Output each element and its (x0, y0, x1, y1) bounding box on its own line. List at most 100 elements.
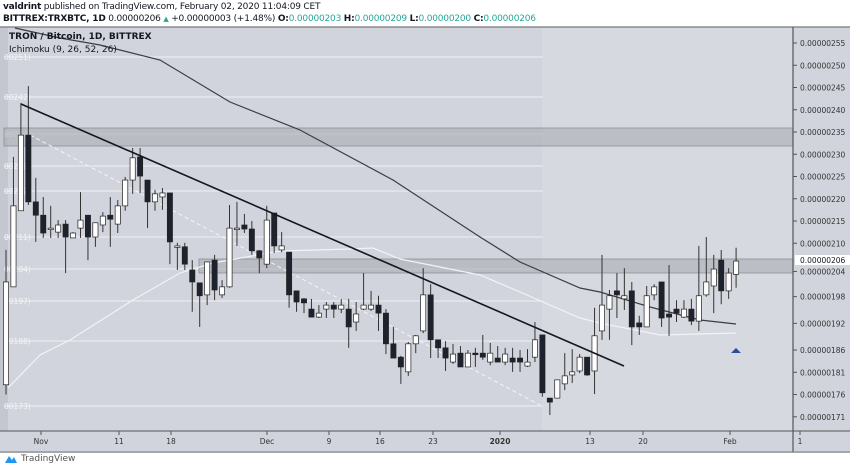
candle (472, 347, 479, 367)
candle (241, 213, 248, 234)
candle-body (718, 259, 725, 292)
candle-body (546, 397, 553, 403)
candle-body (211, 259, 218, 291)
candle (40, 196, 47, 238)
candle-body (181, 246, 188, 265)
candle (442, 341, 449, 371)
candle-body (47, 227, 54, 230)
candle (375, 295, 382, 331)
candle (561, 353, 568, 391)
candle-body (561, 375, 568, 385)
candle (554, 379, 561, 399)
candle-body (427, 294, 434, 341)
candle (435, 339, 442, 359)
candle-body (524, 361, 531, 367)
candle (509, 347, 516, 372)
candle-body (613, 290, 620, 296)
candle (32, 177, 39, 242)
tradingview-logo[interactable]: TradingView (4, 454, 75, 464)
candle (181, 242, 188, 270)
candle (539, 334, 546, 397)
close-label: C: (473, 14, 484, 24)
candle (680, 300, 687, 319)
current-price-label: 0.00000206 (800, 256, 846, 265)
candle (718, 249, 725, 305)
candle-body (219, 286, 225, 296)
candle (256, 249, 263, 274)
level-label: 00188) (4, 337, 31, 346)
candle (584, 356, 591, 376)
candle-body (174, 245, 181, 248)
candle-body (263, 219, 270, 265)
candle-body (360, 304, 367, 310)
candle-body (271, 212, 278, 247)
price-tick-label: 0.00000210 (800, 239, 846, 248)
price-tick-label: 0.00000220 (800, 195, 846, 204)
candle-body (636, 322, 643, 328)
level-label: 00197) (4, 297, 31, 306)
candle (368, 290, 375, 311)
candle (703, 237, 710, 297)
price-change: +0.00000003 (+1.48%) (171, 14, 276, 24)
candle (219, 280, 225, 298)
candle (211, 254, 218, 301)
candle-body (137, 156, 144, 177)
candle-body (241, 224, 248, 230)
author-name[interactable]: valdrint (3, 2, 42, 12)
up-arrow-marker-icon (731, 348, 741, 353)
candle-body (450, 353, 456, 363)
candle (92, 222, 99, 247)
price-tick-label: 0.00000171 (800, 413, 846, 422)
candle (636, 315, 643, 335)
candle-body (517, 357, 524, 363)
candle-body (695, 295, 702, 322)
level-label: 00222) (4, 187, 31, 196)
candle (301, 297, 307, 314)
candle-body (189, 269, 196, 283)
candle-body (383, 312, 389, 345)
candle-body (599, 304, 605, 332)
candle (338, 298, 345, 314)
candle-body (539, 334, 546, 394)
candle (531, 322, 538, 363)
candle-body (129, 157, 136, 181)
level-label: 00204) (4, 265, 31, 274)
time-tick-label: 23 (428, 437, 438, 446)
level-label: 00211) (4, 233, 31, 242)
moving-average-light (7, 247, 737, 389)
indicator-label[interactable]: Ichimoku (9, 26, 52, 26) (9, 45, 117, 55)
candle (688, 298, 695, 326)
candle (576, 354, 583, 374)
candle-body (621, 295, 628, 300)
time-tick-label: 1 (798, 437, 803, 446)
candle-body (502, 353, 509, 363)
candle-body (99, 215, 106, 226)
candle (271, 212, 278, 254)
candle (450, 343, 456, 364)
candle (3, 249, 9, 395)
publish-info: valdrint published on TradingView.com, F… (3, 2, 320, 12)
candle-body (278, 245, 285, 251)
level-label: 00227) (4, 162, 31, 171)
symbol-bar: BITTREX:TRXBTC, 1D 0.00000206 ▲ +0.00000… (3, 14, 536, 24)
candle (517, 350, 524, 372)
candle-body (92, 222, 99, 238)
current-price-marker (795, 255, 850, 266)
candle (464, 350, 471, 368)
level-label: 00173) (4, 402, 31, 411)
candle (457, 346, 464, 368)
time-tick-label: Feb (723, 437, 737, 446)
downtrend-line (20, 103, 625, 367)
candle-body (55, 224, 62, 233)
candle-body (70, 232, 76, 239)
candle (599, 254, 605, 340)
candle (293, 290, 300, 312)
price-tick-label: 0.00000245 (800, 84, 846, 93)
candle-body (494, 357, 501, 363)
dashed-trendline (29, 134, 541, 406)
candle (99, 212, 106, 233)
last-price: 0.00000206 (108, 14, 161, 24)
candle-body (658, 281, 665, 319)
price-tick-label: 0.00000230 (800, 150, 846, 159)
